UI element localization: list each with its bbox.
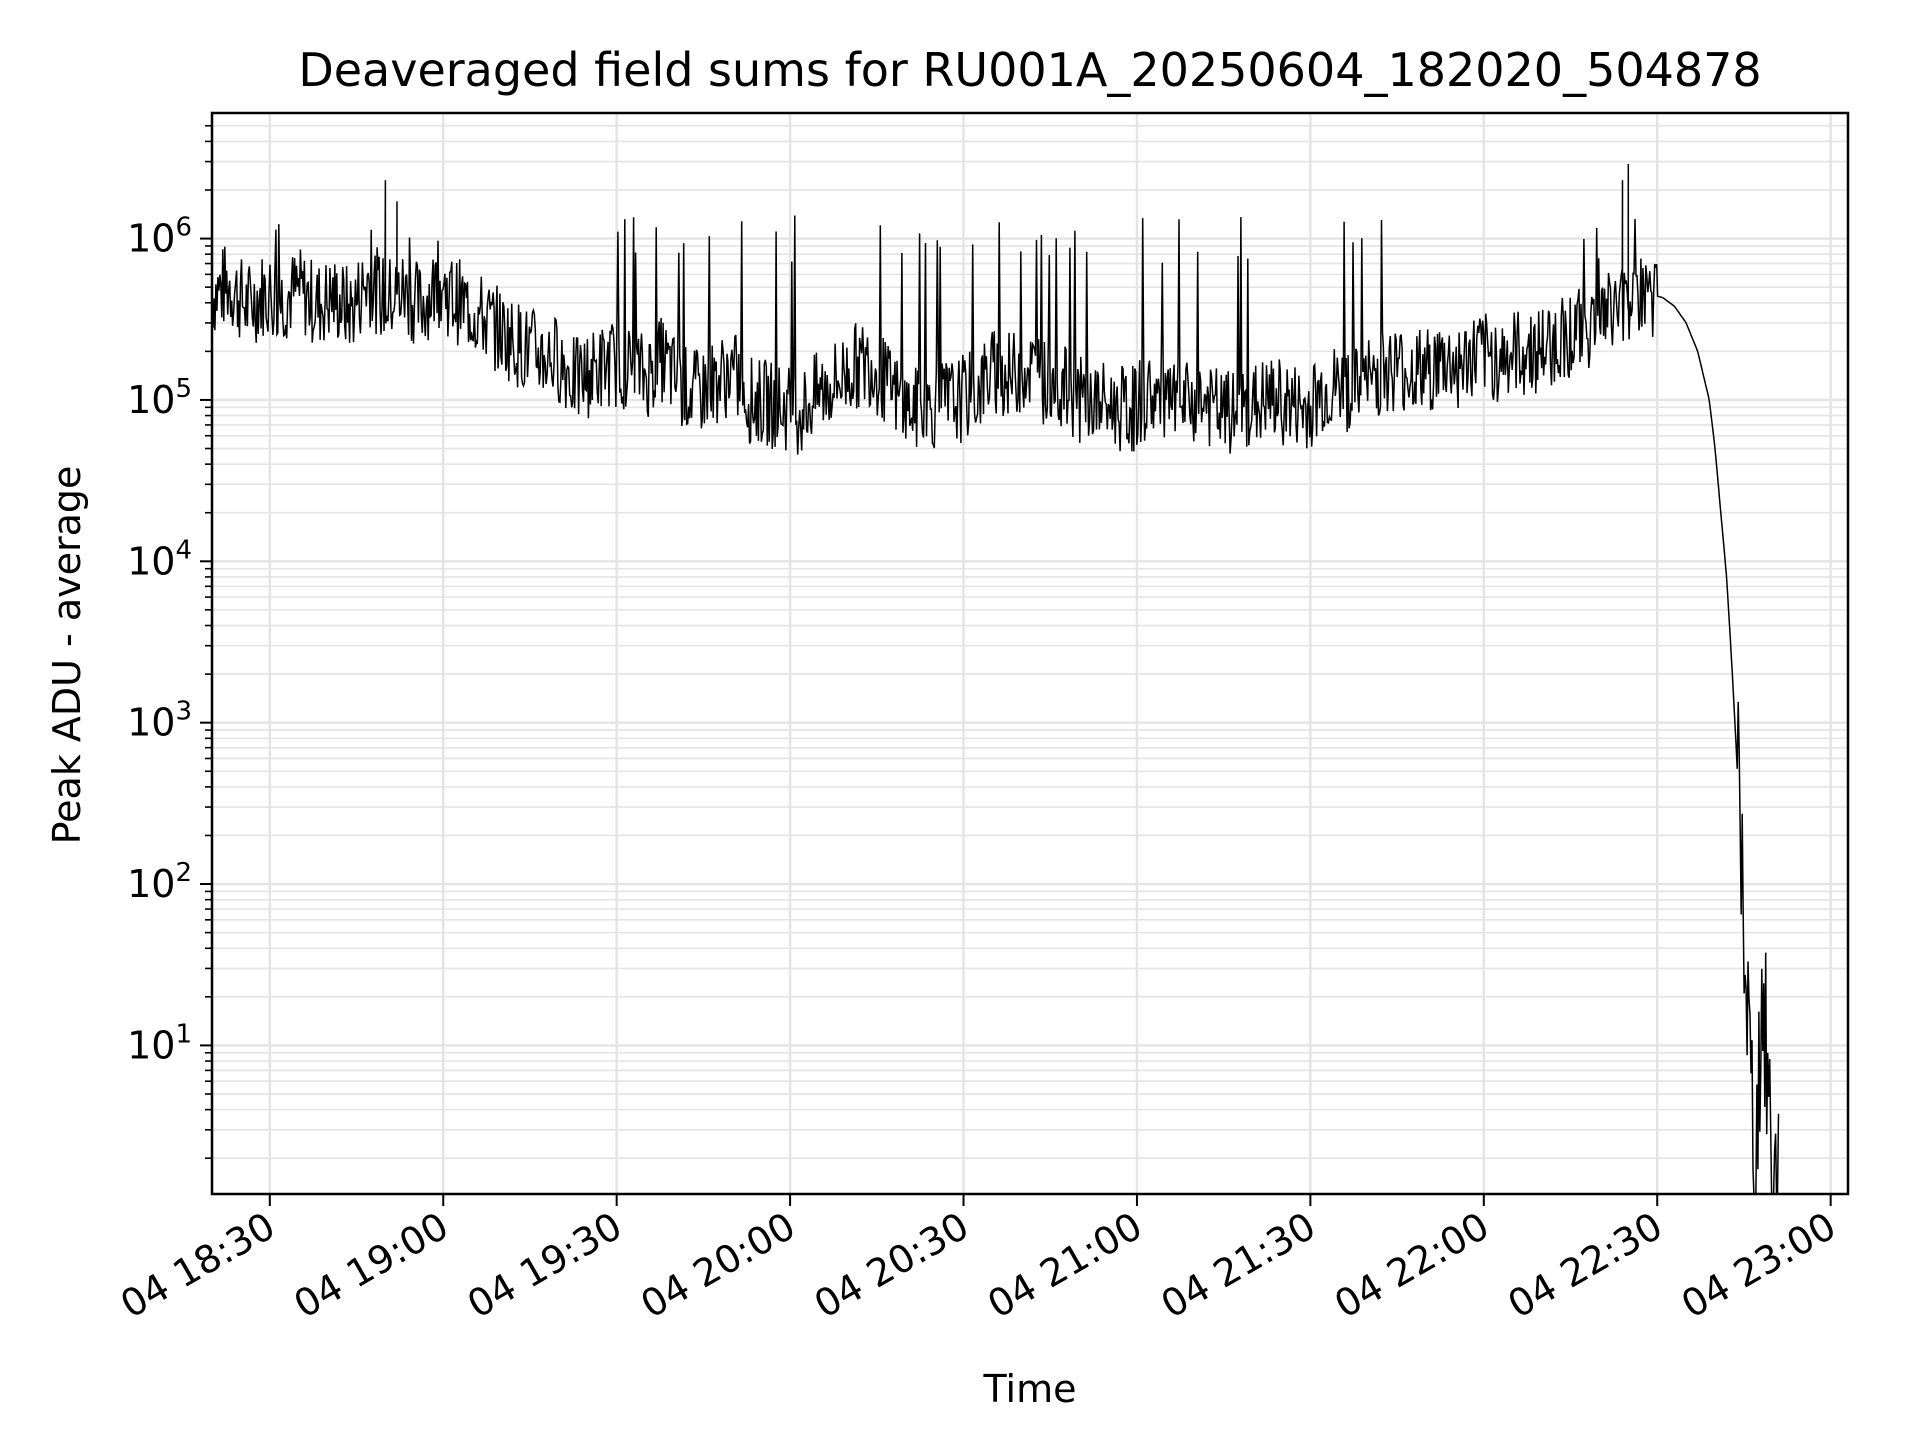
y-tick-label: 103 [127, 697, 192, 745]
y-axis-label: Peak ADU - average [45, 466, 89, 845]
x-axis-label: Time [983, 1367, 1077, 1411]
plot-frame [210, 111, 1850, 1196]
series-line [212, 163, 1780, 1194]
y-tick-label: 104 [127, 535, 192, 583]
grid [212, 113, 1848, 1194]
chart-title: Deaveraged field sums for RU001A_2025060… [298, 43, 1761, 97]
series-layer [212, 163, 1780, 1194]
y-axis: 101 102 103 104 105 106 [127, 124, 212, 1160]
y-tick-label: 105 [127, 374, 192, 422]
y-tick-label: 106 [127, 213, 192, 261]
y-tick-label: 101 [127, 1019, 192, 1067]
y-tick-label: 102 [127, 858, 192, 906]
